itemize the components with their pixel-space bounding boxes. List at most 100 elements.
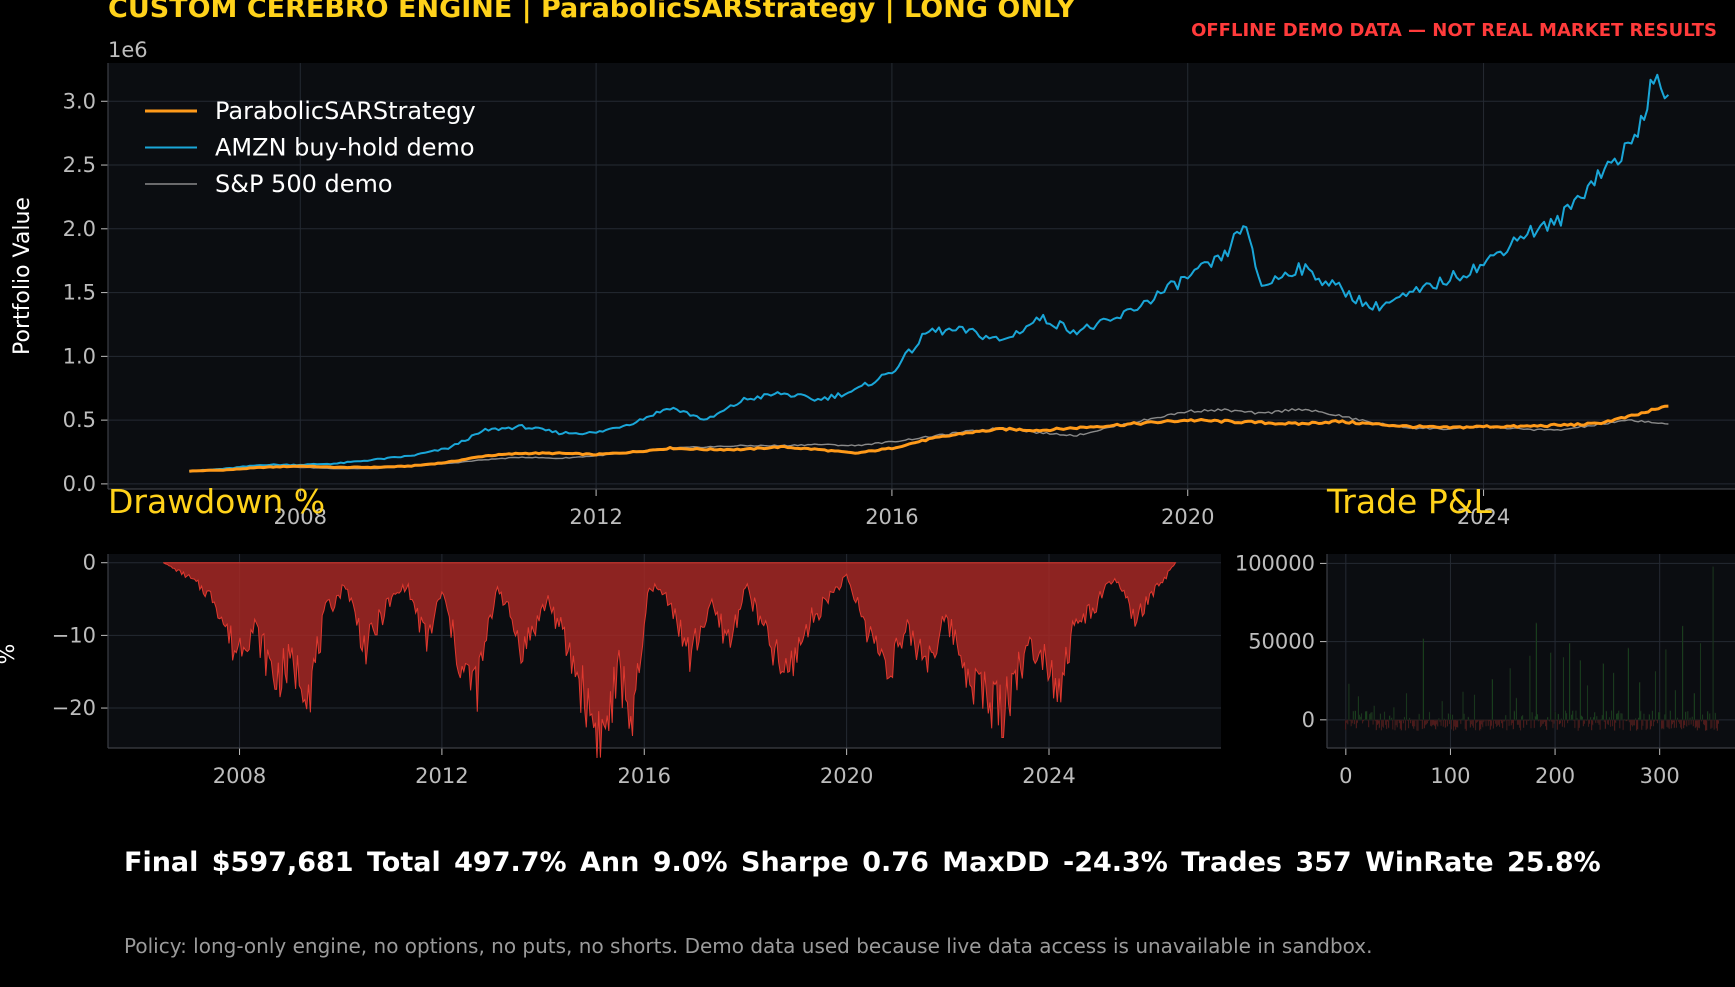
trade-bar (1490, 719, 1492, 727)
trade-bar (1562, 657, 1565, 721)
trade-bar (1457, 719, 1459, 728)
portfolio-y-axis-label: Portfolio Value (10, 197, 35, 355)
trade-bar (1606, 719, 1608, 725)
trade-bar (1662, 719, 1664, 729)
trade-bar (1345, 719, 1347, 731)
trade-bar (1462, 691, 1464, 721)
trade-bar (1545, 719, 1547, 727)
trade-bar (1374, 719, 1376, 722)
trade-bar (1509, 668, 1511, 721)
trade-bar (1668, 719, 1670, 730)
portfolio-panel-background (108, 63, 1735, 489)
trade-bar (1465, 719, 1467, 731)
trade-bar (1351, 719, 1353, 724)
trade-pnl-tick-label-x: 300 (1640, 764, 1680, 788)
trade-bar (1364, 719, 1366, 721)
trade-bar (1386, 719, 1388, 730)
portfolio-tick-label-y: 1.5 (63, 281, 96, 305)
trade-bar (1473, 694, 1476, 721)
trade-bar (1536, 713, 1538, 721)
trade-bar (1618, 710, 1620, 721)
trade-bar (1686, 719, 1688, 727)
trade-bar (1687, 710, 1689, 721)
portfolio-tick-label-x: 2020 (1161, 505, 1214, 529)
trade-bar (1571, 714, 1573, 721)
trade-bar (1691, 716, 1693, 721)
trade-bar (1529, 655, 1531, 721)
trade-bar (1368, 719, 1370, 728)
trade-bar (1598, 719, 1600, 725)
trade-bar (1437, 719, 1439, 727)
trade-bar (1538, 719, 1540, 721)
trade-bar (1359, 716, 1362, 721)
trade-bar (1402, 719, 1404, 724)
trade-bar (1603, 719, 1605, 722)
portfolio-tick-label-y: 3.0 (63, 89, 96, 113)
trade-bar (1682, 625, 1684, 721)
trade-bar (1641, 719, 1643, 731)
trade-bar (1400, 719, 1402, 731)
trade-bar (1376, 719, 1378, 726)
trade-bar (1683, 719, 1685, 729)
trade-bar (1401, 719, 1403, 721)
trade-bar (1380, 719, 1383, 731)
trade-bar (1524, 719, 1526, 722)
demo-warning: OFFLINE DEMO DATA — NOT REAL MARKET RESU… (1191, 20, 1717, 41)
trade-bar (1692, 719, 1694, 727)
trade-bar (1552, 719, 1554, 729)
trade-bar (1519, 719, 1522, 731)
trade-bar (1548, 719, 1550, 721)
trade-pnl-tick-label-x: 100 (1430, 764, 1470, 788)
trade-bar (1354, 710, 1356, 721)
trade-bar (1558, 719, 1560, 725)
trade-bar (1632, 719, 1635, 726)
trade-bar (1549, 719, 1551, 722)
trade-bar (1590, 716, 1592, 721)
trade-bar (1689, 717, 1691, 721)
trade-bar (1413, 719, 1415, 730)
trade-bar (1573, 719, 1575, 721)
drawdown-y-axis-label: % (0, 644, 20, 665)
trade-bar (1378, 719, 1380, 729)
trade-bar (1404, 719, 1407, 731)
drawdown-tick-label-x: 2008 (213, 764, 266, 788)
trade-bar (1498, 719, 1501, 728)
trade-bar (1710, 719, 1712, 730)
trade-bar (1485, 719, 1487, 727)
trade-bar (1419, 719, 1421, 721)
trade-bar (1540, 719, 1543, 727)
trade-bar (1714, 712, 1716, 721)
trade-bar (1432, 719, 1434, 726)
trade-bar (1414, 719, 1416, 727)
drawdown-tick-label-x: 2016 (618, 764, 671, 788)
trade-bar (1494, 719, 1497, 725)
trade-bar (1659, 711, 1661, 721)
trade-bar (1486, 719, 1488, 721)
trade-bar (1581, 716, 1583, 721)
trade-bar (1653, 719, 1656, 722)
trade-bar (1616, 713, 1618, 721)
trade-bar (1647, 719, 1649, 721)
trade-bar (1698, 719, 1701, 729)
trade-bar (1371, 711, 1373, 721)
trade-bar (1387, 719, 1389, 722)
trade-bar (1423, 719, 1425, 729)
trade-bar (1518, 719, 1521, 728)
drawdown-panel: 2008 2012 2016 2020 2024 0 −10 −20% Drawdown % (0, 482, 1221, 788)
trade-bar (1436, 719, 1438, 725)
portfolio-tick-label-x: 2012 (569, 505, 622, 529)
trade-bar (1645, 719, 1647, 731)
trade-bar (1438, 718, 1440, 721)
trade-bar (1646, 719, 1648, 729)
trade-bar (1448, 719, 1451, 725)
trade-bar (1696, 719, 1698, 731)
trade-bar (1700, 719, 1703, 722)
series-line-amzn-buy-hold-demo (189, 73, 1670, 473)
trade-bar (1708, 719, 1710, 721)
trade-bar (1526, 719, 1528, 726)
trade-bar (1693, 693, 1695, 721)
trade-bar (1497, 719, 1500, 726)
trade-bar (1390, 718, 1392, 721)
trade-bar (1503, 719, 1505, 722)
trade-bar (1563, 719, 1566, 728)
